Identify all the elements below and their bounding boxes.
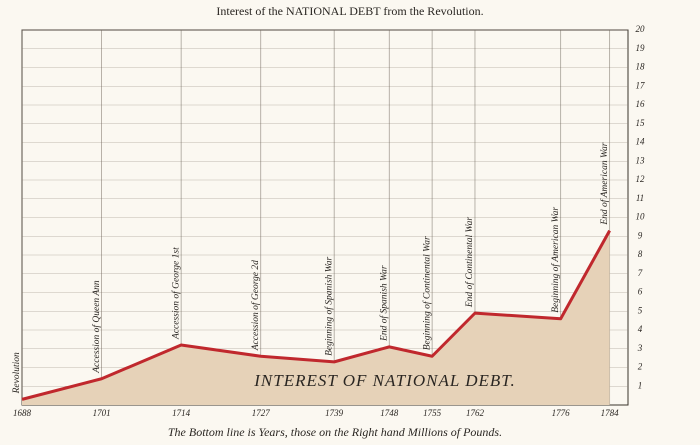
y-tick-label: 16 [636, 99, 646, 109]
event-annotation: Accession of Queen Ann [91, 280, 102, 374]
y-tick-label: 6 [638, 287, 643, 297]
y-tick-label: 15 [636, 118, 646, 128]
event-annotation: Beginning of Spanish War [323, 256, 334, 355]
chart-title: Interest of the NATIONAL DEBT from the R… [216, 4, 483, 18]
x-tick-label: 1714 [172, 408, 191, 418]
y-tick-label: 7 [638, 268, 643, 278]
y-tick-label: 20 [636, 24, 646, 34]
x-tick-label: 1701 [93, 408, 111, 418]
event-annotation: End of American War [599, 142, 610, 225]
x-tick-label: 1784 [601, 408, 620, 418]
event-annotation: Accession of George 1st [170, 247, 181, 340]
area-fill [22, 230, 610, 405]
x-tick-label: 1688 [13, 408, 32, 418]
x-tick-label: 1762 [466, 408, 485, 418]
y-tick-label: 19 [636, 43, 646, 53]
y-tick-label: 3 [637, 343, 643, 353]
y-tick-label: 18 [636, 62, 646, 72]
x-tick-label: 1748 [380, 408, 399, 418]
y-tick-label: 17 [636, 80, 646, 90]
y-tick-label: 10 [636, 212, 646, 222]
event-annotation: Accession of George 2d [250, 260, 261, 351]
y-tick-label: 11 [636, 193, 644, 203]
area-label: INTEREST OF NATIONAL DEBT. [253, 371, 516, 390]
y-tick-label: 14 [636, 137, 646, 147]
y-tick-label: 5 [638, 305, 643, 315]
x-tick-label: 1727 [252, 408, 271, 418]
chart-footer: The Bottom line is Years, those on the R… [168, 425, 502, 439]
y-tick-label: 1 [638, 380, 643, 390]
event-annotation: Beginning of American War [550, 207, 561, 313]
y-tick-label: 8 [638, 249, 643, 259]
debt-line [21, 229, 611, 401]
x-tick-label: 1776 [552, 408, 571, 418]
x-tick-label: 1755 [423, 408, 442, 418]
y-tick-label: 12 [636, 174, 646, 184]
y-tick-label: 13 [636, 155, 646, 165]
x-tick-label: 1739 [325, 408, 344, 418]
y-tick-label: 4 [638, 324, 643, 334]
event-annotation: Beginning of Continental War [421, 236, 432, 350]
y-tick-label: 9 [638, 230, 643, 240]
event-annotation: End of Spanish War [378, 265, 389, 342]
event-annotation: End of Continental War [464, 217, 475, 308]
y-tick-label: 2 [638, 362, 643, 372]
event-annotation: Revolution [12, 352, 22, 394]
